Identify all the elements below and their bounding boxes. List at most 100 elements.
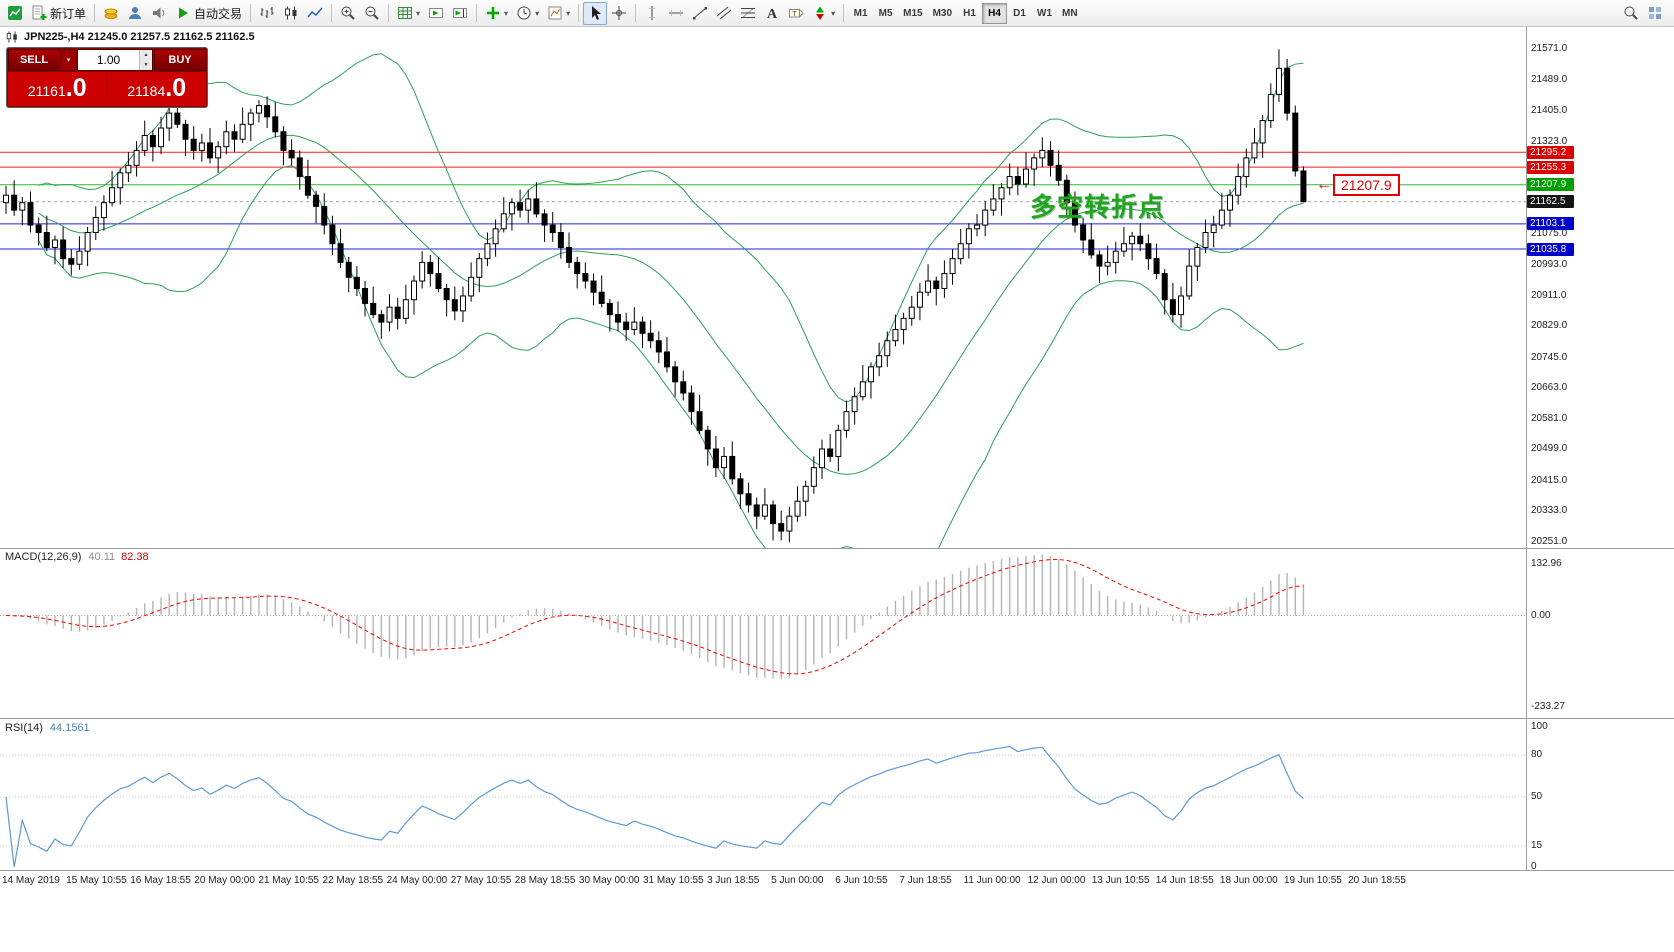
timeframe-button-M5[interactable]: M5 (873, 3, 898, 24)
templates-button[interactable]: ▾ (543, 2, 574, 25)
timeframe-button-H4[interactable]: H4 (982, 2, 1008, 24)
toolbar-separator (250, 4, 252, 22)
price-tag: 21255.3 (1527, 160, 1574, 174)
auto-trading-button-label: 自动交易 (194, 6, 243, 21)
macd-axis-label: 132.96 (1531, 557, 1562, 569)
timeframe-button-D1[interactable]: D1 (1007, 3, 1032, 24)
timeframe-button-W1[interactable]: W1 (1032, 3, 1057, 24)
buy-button[interactable]: BUY (154, 49, 206, 71)
window-list-button-glyph (1647, 5, 1663, 21)
indicators-button-glyph (485, 5, 501, 21)
text-label-button[interactable] (784, 2, 808, 25)
dropdown-caret-icon: ▾ (504, 8, 509, 18)
zoom-in-button[interactable] (336, 2, 360, 25)
macd-indicator-label: MACD(12,26,9) 40.11 82.38 (5, 551, 149, 563)
symbol-ohlc-text: JPN225-,H4 21245.0 21257.5 21162.5 21162… (24, 31, 255, 43)
text-button[interactable] (760, 2, 784, 25)
horizontal-line-button-glyph (668, 5, 684, 21)
time-axis-label: 11 Jun 00:00 (963, 875, 1021, 886)
rsi-axis-label: 80 (1531, 749, 1543, 760)
auto-scroll-button-glyph (428, 5, 444, 21)
price-chart[interactable] (0, 27, 1674, 952)
price-tag: 21103.1 (1527, 217, 1574, 231)
toolbar-separator (476, 4, 478, 22)
price-callout[interactable]: ← 21207.9 (1316, 174, 1400, 196)
time-axis-label: 5 Jun 00:00 (771, 875, 824, 886)
time-axis-label: 16 May 18:55 (130, 875, 191, 886)
arrow-objects-button[interactable]: ▾ (808, 2, 839, 25)
order-mode-dropdown[interactable]: ▾ (61, 49, 76, 71)
auto-scroll-button[interactable] (424, 2, 448, 25)
volume-up-button[interactable]: ▲ (140, 50, 152, 60)
vertical-line-button[interactable] (640, 2, 664, 25)
volume-input[interactable] (78, 50, 139, 70)
community-icon[interactable] (123, 2, 147, 25)
buy-price-int: 21184 (127, 83, 166, 99)
candlestick-chart-button-glyph (283, 5, 299, 21)
sell-price-frac: .0 (65, 74, 87, 102)
toolbar-separator (94, 4, 96, 22)
time-axis-label: 15 May 10:55 (66, 875, 127, 886)
equidistant-channel-button[interactable] (712, 2, 736, 25)
signals-icon[interactable] (147, 2, 171, 25)
text-button-glyph (764, 5, 780, 21)
text-label-button-glyph (788, 5, 804, 21)
templates-button-glyph (547, 5, 563, 21)
cursor-button[interactable] (583, 1, 608, 25)
cursor-button-glyph (587, 5, 603, 21)
macd-axis-label: -233.27 (1531, 700, 1565, 712)
price-axis-label: 20993.0 (1531, 258, 1568, 270)
indicators-button[interactable]: ▾ (481, 2, 512, 25)
one-click-trading-panel: SELL ▾ ▲ ▼ BUY 21161 .0 21184 (6, 47, 208, 108)
periods-button[interactable]: ▾ (512, 2, 543, 25)
timeframe-button-M30[interactable]: M30 (928, 3, 957, 24)
volume-down-button[interactable]: ▼ (140, 60, 152, 70)
candlestick-chart-button[interactable] (279, 2, 303, 25)
toolbar-right-group (1619, 2, 1667, 25)
trendline-button[interactable] (688, 2, 712, 25)
new-chart-button[interactable]: ▾ (393, 2, 424, 25)
search-button-glyph (1623, 5, 1639, 21)
fibonacci-button[interactable] (736, 2, 760, 25)
crosshair-button[interactable] (607, 2, 631, 25)
mql5-market-icon[interactable] (99, 2, 123, 25)
buy-price[interactable]: 21184 .0 (107, 72, 206, 106)
macd-signal-line (5, 558, 1304, 675)
arrow-objects-button-glyph (812, 5, 828, 21)
new-order-button-label: 新订单 (50, 6, 87, 21)
toolbar-separator (635, 4, 637, 22)
price-tag: 21162.5 (1527, 195, 1574, 209)
new-order-button-glyph (31, 5, 47, 21)
timeframe-button-H1[interactable]: H1 (957, 3, 982, 24)
time-axis-label: 22 May 18:55 (322, 875, 384, 886)
rsi-axis-label: 100 (1531, 721, 1548, 732)
sell-price[interactable]: 21161 .0 (8, 72, 107, 106)
chart-shift-button[interactable] (448, 2, 472, 25)
bar-chart-button[interactable] (255, 2, 279, 25)
window-list-button[interactable] (1643, 2, 1667, 25)
chart-annotation-text[interactable]: 多空转折点 (1030, 192, 1166, 222)
line-chart-button-glyph (307, 5, 323, 21)
horizontal-line-button[interactable] (664, 2, 688, 25)
toolbar-group (255, 2, 327, 25)
timeframe-button-M15[interactable]: M15 (898, 3, 927, 24)
timeframe-button-M1[interactable]: M1 (848, 3, 873, 24)
volume-stepper: ▲ ▼ (139, 50, 152, 70)
time-axis-label: 12 Jun 00:00 (1027, 875, 1086, 886)
price-axis-label: 21405.0 (1531, 105, 1568, 117)
chart-window-icon (5, 30, 19, 44)
macd-main-value: 40.11 (88, 551, 116, 563)
zoom-out-button[interactable] (360, 2, 384, 25)
price-axis-label: 20499.0 (1531, 443, 1568, 455)
new-order-button[interactable]: 新订单 (27, 2, 90, 25)
time-axis-label: 27 May 10:55 (450, 875, 512, 886)
time-axis-label: 14 May 2019 (2, 875, 60, 886)
trendline-button-glyph (692, 5, 708, 21)
rsi-axis-label: 15 (1531, 840, 1543, 851)
chart-title-bar: JPN225-,H4 21245.0 21257.5 21162.5 21162… (5, 30, 255, 44)
sell-button[interactable]: SELL (8, 49, 60, 71)
search-button[interactable] (1619, 2, 1643, 25)
auto-trading-button[interactable]: 自动交易 (171, 2, 246, 25)
timeframe-button-MN[interactable]: MN (1057, 3, 1083, 24)
line-chart-button[interactable] (303, 2, 327, 25)
